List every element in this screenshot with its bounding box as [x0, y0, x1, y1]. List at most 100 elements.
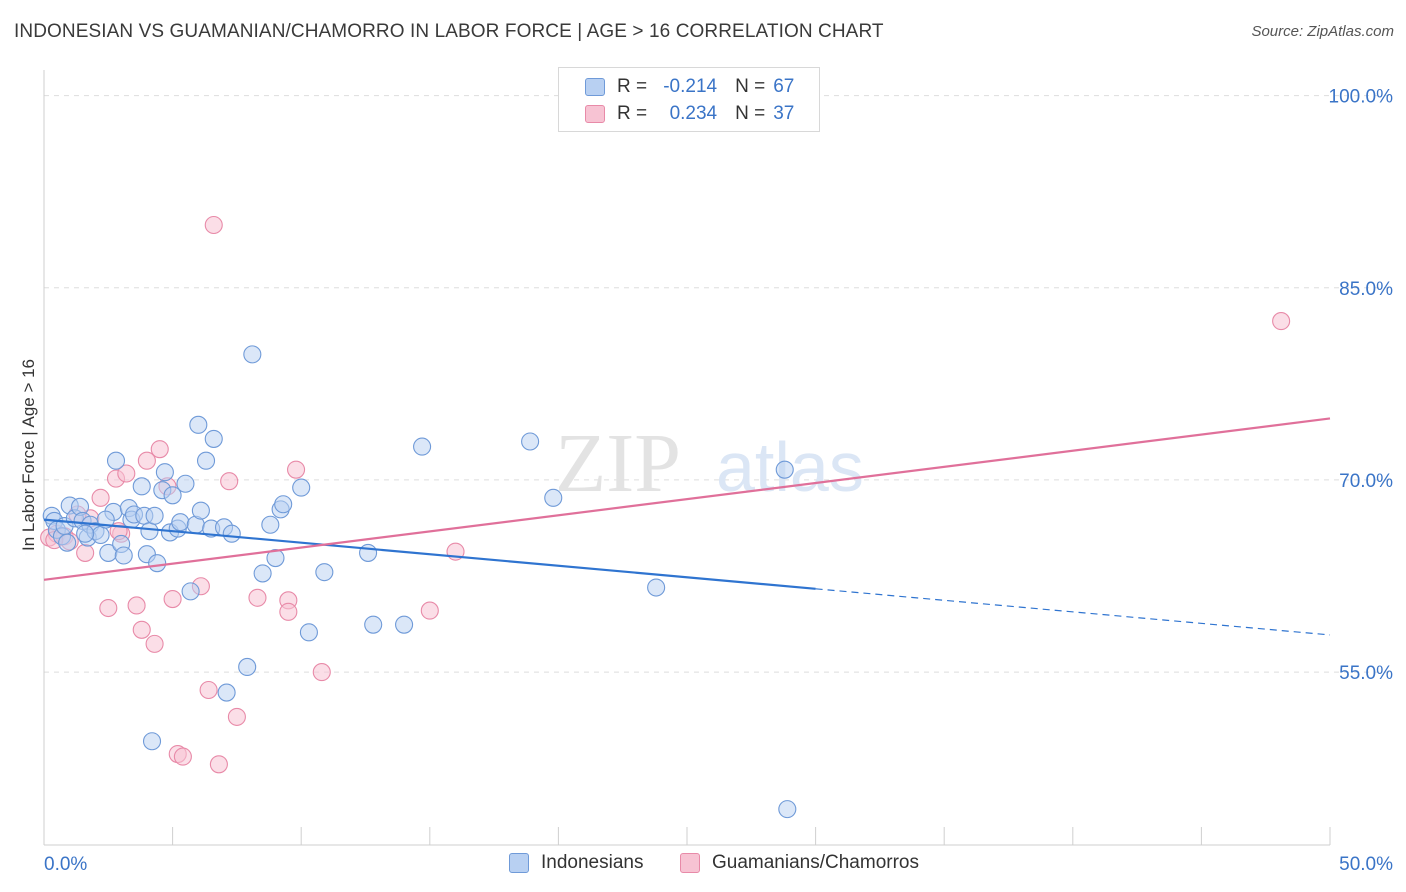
legend-r-value: -0.214	[663, 76, 718, 97]
indonesian-point	[114, 546, 133, 565]
indonesian-point	[521, 432, 540, 451]
guamanian-point	[279, 602, 298, 621]
indonesian-point	[142, 732, 162, 751]
indonesian-trend-extension	[815, 588, 1331, 636]
legend-n-label: N =	[735, 76, 766, 97]
legend-row-indonesians: R = -0.214 N = 67	[585, 75, 794, 99]
legend-row-guamanians: R = 0.234 N = 37	[585, 102, 794, 126]
x-tick-label: 0.0%	[44, 854, 87, 875]
legend-n-value: 67	[773, 76, 795, 97]
chart-title: INDONESIAN VS GUAMANIAN/CHAMORRO IN LABO…	[14, 21, 884, 42]
indonesian-point	[155, 463, 174, 482]
guamanian-point	[248, 588, 267, 607]
indonesian-point	[359, 543, 378, 562]
bottom-legend-indonesians: Indonesians	[509, 852, 643, 874]
legend-r-value: 0.234	[669, 103, 718, 124]
indonesian-point	[261, 515, 280, 534]
indonesian-point	[364, 615, 383, 634]
legend-swatch-pink	[585, 105, 605, 123]
indonesian-point	[315, 563, 334, 582]
indonesian-point	[140, 522, 159, 541]
bottom-legend-swatch-blue	[509, 853, 529, 873]
indonesian-point	[778, 800, 797, 819]
indonesian-point	[191, 501, 210, 520]
guamanian-point	[150, 440, 169, 459]
watermark-zip: ZIP	[555, 417, 681, 510]
grid-lines	[44, 95, 1392, 673]
guamanian-point	[91, 488, 110, 507]
guamanian-point	[117, 464, 136, 483]
indonesian-point	[299, 623, 318, 642]
guamanian-point	[209, 755, 228, 774]
guamanian-point	[287, 460, 306, 479]
guamanian-point	[137, 451, 156, 470]
indonesian-point	[181, 582, 200, 601]
y-tick-labels: 55.0% 70.0% 85.0% 100.0%	[1329, 87, 1394, 684]
guamanian-point	[127, 596, 146, 615]
correlation-legend: R = -0.214 N = 67 R = 0.234 N = 37	[558, 67, 820, 132]
guamanian-point	[99, 598, 118, 618]
indonesian-point	[266, 549, 285, 568]
indonesian-point	[171, 513, 190, 532]
guamanian-point	[199, 680, 218, 700]
guamanian-point	[204, 215, 223, 235]
guamanian-point	[76, 543, 95, 562]
legend-r-label: R =	[617, 76, 648, 97]
axes	[43, 70, 1331, 846]
bottom-legend-guamanians: Guamanians/Chamorros	[680, 852, 919, 874]
y-tick-label: 100.0%	[1329, 87, 1394, 108]
guamanian-point	[227, 707, 246, 726]
indonesian-point	[58, 533, 77, 552]
bottom-legend-label: Guamanians/Chamorros	[712, 852, 919, 873]
legend-r-label: R =	[617, 103, 648, 124]
guamanian-trend-line	[43, 417, 1331, 581]
trend-lines	[43, 417, 1331, 636]
guamanian-point	[312, 663, 331, 682]
guamanian-point	[132, 620, 151, 639]
legend-n-value: 37	[773, 103, 795, 124]
legend-n-label: N =	[735, 103, 766, 124]
y-tick-label: 85.0%	[1339, 279, 1393, 300]
indonesian-point	[243, 345, 262, 364]
x-tick-labels: 0.0% 50.0%	[44, 854, 1393, 875]
indonesian-point	[76, 524, 95, 543]
indonesian-point	[274, 495, 293, 514]
bottom-legend-label: Indonesians	[541, 852, 644, 873]
indonesian-point	[413, 437, 432, 456]
guamanian-point	[1272, 312, 1291, 331]
indonesian-trend-line	[43, 518, 816, 590]
indonesian-point	[253, 564, 272, 583]
guamanian-point	[420, 601, 439, 620]
indonesian-points	[42, 345, 797, 819]
y-axis-label: In Labor Force | Age > 16	[19, 359, 38, 551]
x-tick-label: 50.0%	[1339, 854, 1393, 875]
indonesian-point	[775, 460, 794, 479]
indonesian-point	[132, 477, 151, 496]
indonesian-point	[395, 615, 414, 634]
indonesian-point	[204, 429, 223, 448]
indonesian-point	[196, 451, 216, 470]
legend-swatch-blue	[585, 78, 605, 96]
indonesian-point	[163, 486, 182, 505]
indonesian-point	[544, 488, 563, 507]
source-label: Source: ZipAtlas.com	[1251, 23, 1394, 40]
indonesian-point	[292, 478, 311, 497]
indonesian-point	[106, 451, 126, 470]
indonesian-point	[148, 554, 167, 573]
y-tick-label: 55.0%	[1339, 663, 1393, 684]
indonesian-point	[176, 474, 195, 493]
guamanian-point	[220, 472, 239, 491]
guamanian-point	[173, 747, 192, 766]
indonesian-point	[189, 415, 208, 434]
indonesian-point	[145, 506, 164, 525]
y-tick-label: 70.0%	[1339, 471, 1393, 492]
indonesian-point	[91, 525, 110, 545]
indonesian-point	[647, 578, 666, 597]
guamanian-point	[145, 634, 164, 653]
bottom-legend-swatch-pink	[680, 853, 700, 873]
indonesian-point	[238, 657, 257, 676]
guamanian-point	[163, 589, 182, 609]
indonesian-point	[217, 683, 236, 702]
indonesian-point	[222, 524, 241, 543]
